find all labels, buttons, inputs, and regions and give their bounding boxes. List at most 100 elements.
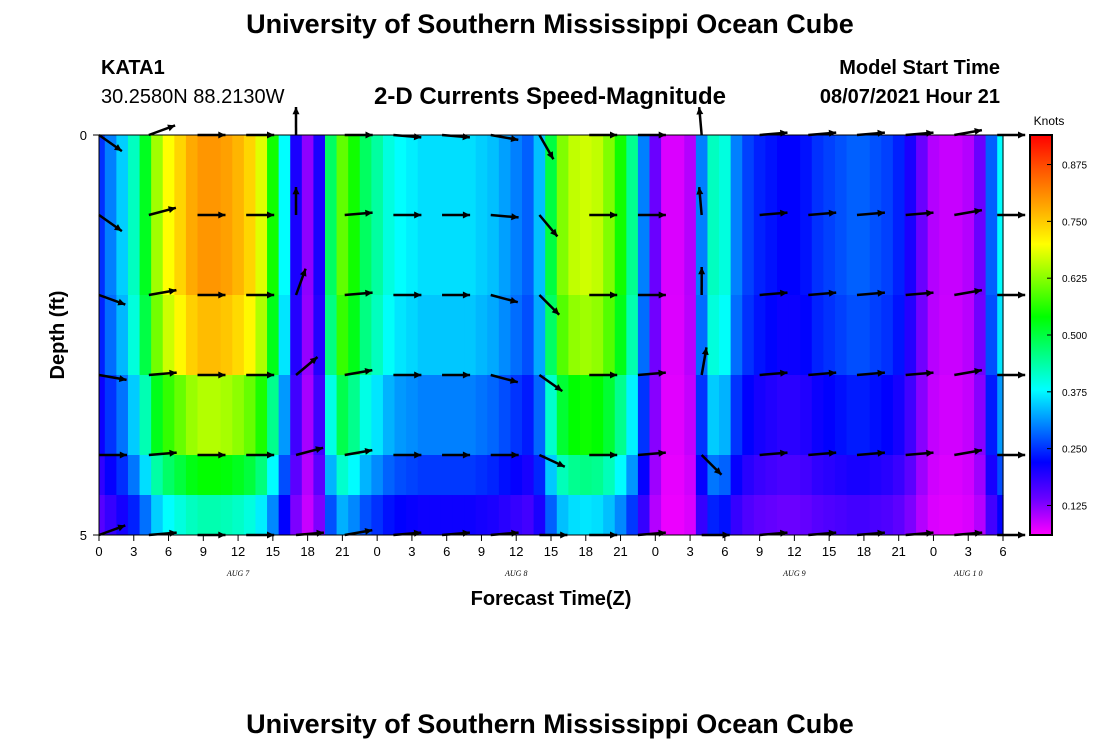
heatmap-cell	[440, 455, 454, 496]
heatmap-cell	[765, 135, 778, 216]
heatmap-cell	[904, 455, 917, 496]
heatmap-cell	[174, 215, 187, 296]
current-vector	[295, 446, 324, 457]
heatmap-cell	[823, 375, 836, 456]
heatmap-cell	[811, 215, 824, 296]
heatmap-cell	[417, 455, 430, 496]
heatmap-cell	[719, 375, 732, 456]
current-vector	[856, 209, 886, 217]
heatmap-cell	[99, 215, 106, 296]
heatmap-cell	[313, 135, 326, 216]
heatmap-cell	[406, 295, 419, 376]
heatmap-cell	[464, 375, 477, 456]
heatmap-cell	[788, 215, 801, 296]
heatmap-cell	[475, 375, 488, 456]
heatmap-cell	[382, 295, 396, 376]
current-vector	[589, 291, 618, 299]
heatmap-cell	[104, 215, 117, 296]
heatmap-cell	[429, 215, 442, 296]
heatmap-cell	[788, 295, 801, 376]
heatmap-cell	[487, 495, 500, 536]
heatmap-cell	[429, 295, 442, 376]
heatmap-cell	[637, 295, 651, 376]
heatmap-cell	[267, 295, 280, 376]
colorbar-tick-label: 0.375	[1062, 388, 1087, 399]
heatmap-cell	[579, 455, 593, 496]
heatmap-cell	[672, 135, 685, 216]
current-vector	[759, 449, 788, 457]
heatmap-cell	[127, 135, 141, 216]
heatmap-cell	[104, 295, 117, 376]
heatmap-cell	[359, 455, 372, 496]
heatmap-cell	[719, 135, 732, 216]
model-start-label: Model Start Time	[839, 57, 1000, 79]
heatmap-cell	[232, 295, 245, 376]
heatmap-cell	[568, 375, 581, 456]
heatmap-cell	[962, 295, 975, 376]
x-tick-label: 3	[686, 544, 693, 559]
heatmap-cell	[939, 295, 952, 376]
heatmap-cell	[185, 215, 199, 296]
heatmap-cell	[232, 135, 245, 216]
heatmap-cell	[475, 495, 488, 536]
heatmap-cell	[371, 295, 384, 376]
y-tick-label: 0	[80, 128, 87, 143]
heatmap-cell	[997, 215, 1004, 296]
x-tick-label: 0	[374, 544, 381, 559]
heatmap-cell	[197, 135, 210, 216]
heatmap-cell	[730, 215, 743, 296]
heatmap-cell	[209, 375, 222, 456]
x-axis-title: Forecast Time(Z)	[471, 588, 632, 610]
heatmap-cell	[684, 375, 697, 456]
heatmap-cell	[753, 375, 767, 456]
x-tick-label: 15	[544, 544, 558, 559]
heatmap-cell	[533, 455, 546, 496]
heatmap-cell	[440, 375, 454, 456]
heatmap-cell	[313, 455, 326, 496]
heatmap-cell	[742, 135, 755, 216]
heatmap-cell	[707, 295, 720, 376]
current-vector	[696, 186, 704, 216]
heatmap-cell	[892, 215, 906, 296]
heatmap-cell	[174, 135, 187, 216]
heatmap-cell	[637, 215, 651, 296]
heatmap-cell	[220, 215, 233, 296]
heatmap-cell	[162, 455, 175, 496]
current-vector	[637, 291, 666, 299]
heatmap-cell	[695, 455, 709, 496]
heatmap-cell	[881, 495, 894, 536]
heatmap-cell	[371, 455, 384, 496]
heatmap-cell	[243, 135, 257, 216]
heatmap-cell	[997, 295, 1004, 376]
heatmap-cell	[545, 215, 558, 296]
heatmap-cell	[834, 215, 848, 296]
heatmap-cell	[487, 295, 500, 376]
heatmap-cell	[139, 495, 152, 536]
heatmap-cell	[881, 295, 894, 376]
heatmap-cell	[881, 455, 894, 496]
heatmap-cell	[104, 135, 117, 216]
heatmap-cell	[394, 375, 407, 456]
heatmap-cell	[116, 455, 129, 496]
heatmap-cell	[614, 495, 627, 536]
heatmap-cell	[452, 455, 465, 496]
heatmap-cell	[336, 455, 349, 496]
heatmap-cell	[927, 455, 940, 496]
heatmap-cell	[730, 495, 743, 536]
current-vector	[637, 449, 666, 457]
heatmap-cell	[220, 455, 233, 496]
heatmap-cell	[267, 495, 280, 536]
x-tick-label: 15	[266, 544, 280, 559]
current-vector	[905, 449, 934, 457]
heatmap-cell	[962, 215, 975, 296]
heatmap-cell	[916, 375, 929, 456]
heatmap-cell	[197, 495, 210, 536]
heatmap-cell	[765, 455, 778, 496]
current-vector	[954, 368, 983, 377]
heatmap-cell	[695, 375, 709, 456]
current-vector	[344, 528, 373, 537]
heatmap-cell	[325, 375, 338, 456]
heatmap-cell	[104, 375, 117, 456]
heatmap-cell	[962, 455, 975, 496]
heatmap-cell	[209, 135, 222, 216]
